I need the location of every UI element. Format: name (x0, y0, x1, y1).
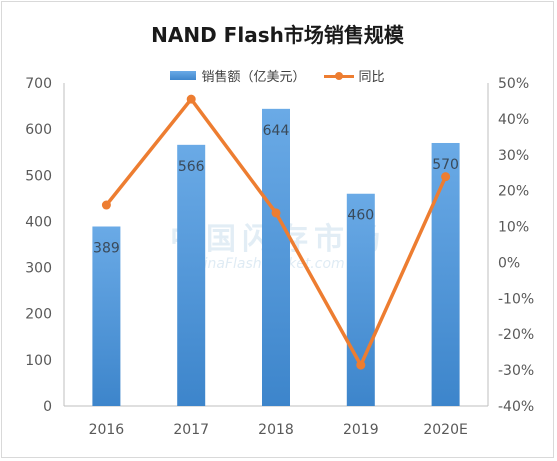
y-right-tick-label: 50% (498, 76, 529, 92)
x-tick-label: 2016 (89, 422, 125, 438)
y-right-tick-label: 10% (498, 220, 529, 236)
bar-data-label: 566 (178, 159, 205, 175)
legend-label-yoy: 同比 (358, 70, 385, 85)
chart-title: NAND Flash市场销售规模 (151, 23, 404, 47)
bar-data-label: 644 (263, 123, 290, 139)
bar-2017 (177, 144, 206, 406)
bar-2020E (431, 142, 460, 406)
x-tick-label: 2017 (173, 422, 209, 438)
y-left-tick-label: 100 (25, 353, 52, 369)
legend-line-swatch (323, 70, 354, 82)
y-left-tick-label: 400 (25, 214, 52, 230)
x-tick-label: 2020E (423, 422, 467, 438)
bar-data-label: 460 (347, 208, 374, 224)
y-left-tick-label: 600 (25, 122, 52, 138)
x-tick-label: 2019 (343, 422, 379, 438)
y-right-tick-label: 0% (498, 255, 520, 271)
bar-data-label: 570 (432, 157, 459, 173)
legend-label-sales: 销售额（亿美元） (201, 70, 306, 85)
legend-item-sales: 销售额（亿美元） (170, 66, 306, 85)
y-right-tick-label: -10% (498, 291, 534, 307)
legend-item-yoy: 同比 (323, 66, 385, 85)
y-right-tick-label: -30% (498, 363, 534, 379)
bar-data-label: 389 (93, 241, 120, 257)
y-right-tick-label: 20% (498, 184, 529, 200)
bar-2019 (346, 193, 375, 406)
yoy-point-2016 (101, 200, 111, 210)
y-right-tick-label: 40% (498, 112, 529, 128)
yoy-point-2017 (186, 94, 196, 104)
y-right-tick-label: -40% (498, 399, 534, 415)
y-right-tick-label: 30% (498, 148, 529, 164)
yoy-point-2018 (271, 208, 281, 218)
y-left-tick-label: 700 (25, 76, 52, 92)
x-tick-label: 2018 (258, 422, 294, 438)
y-left-tick-label: 0 (43, 399, 52, 415)
legend-bar-swatch (170, 71, 197, 80)
y-left-tick-label: 500 (25, 168, 52, 184)
legend: 销售额（亿美元） 同比 (2, 66, 553, 85)
yoy-point-2020E (441, 172, 451, 182)
yoy-point-2019 (356, 360, 366, 370)
y-left-tick-label: 300 (25, 261, 52, 277)
y-right-tick-label: -20% (498, 327, 534, 343)
bar-2016 (92, 226, 121, 406)
bar-2018 (262, 108, 290, 406)
y-left-tick-label: 200 (25, 307, 52, 323)
